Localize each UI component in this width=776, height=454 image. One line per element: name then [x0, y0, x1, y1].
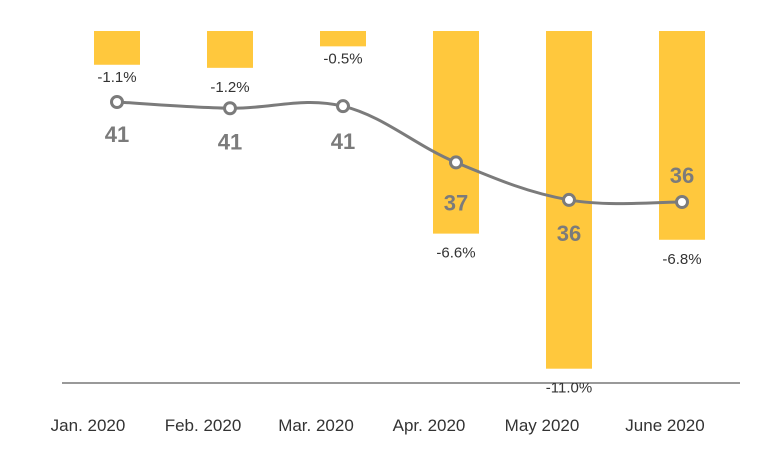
- line-label-6: 36: [670, 163, 694, 188]
- line-series: [116, 100, 683, 206]
- line-label-3: 41: [331, 129, 355, 154]
- line-label-1: 41: [105, 122, 129, 147]
- line-label-4: 37: [444, 190, 468, 215]
- line-label-2: 41: [218, 129, 242, 154]
- line-label-5: 36: [557, 221, 581, 246]
- bar-series: [94, 31, 705, 369]
- line-point-4: [449, 155, 463, 170]
- x-tick-label-4: Apr. 2020: [393, 416, 466, 435]
- bar-label-4: -6.6%: [436, 245, 475, 262]
- x-tick-label-6: June 2020: [625, 416, 704, 435]
- line-point-group: [110, 95, 689, 209]
- bar-label-3: -0.5%: [323, 50, 362, 67]
- line-point-3: [336, 99, 350, 114]
- bar-3: [320, 31, 366, 47]
- bar-2: [207, 31, 253, 68]
- bar-label-1: -1.1%: [97, 69, 136, 86]
- x-tick-label-2: Feb. 2020: [165, 416, 242, 435]
- line-label-group: 41 41 41 37 36 36: [105, 122, 694, 246]
- line-point-2: [223, 101, 237, 116]
- x-tick-label-3: Mar. 2020: [278, 416, 354, 435]
- x-tick-label-1: Jan. 2020: [51, 416, 126, 435]
- bar-1: [94, 31, 140, 65]
- line-point-5: [562, 192, 576, 207]
- bar-label-group: -1.1% -1.2% -0.5% -6.6% -11.0% -6.8%: [97, 50, 701, 396]
- bar-4: [433, 31, 479, 234]
- x-tick-label-5: May 2020: [505, 416, 580, 435]
- line-point-6: [675, 195, 689, 209]
- x-tick-label-group: Jan. 2020 Feb. 2020 Mar. 2020 Apr. 2020 May …: [51, 416, 705, 435]
- bar-label-2: -1.2%: [210, 79, 249, 96]
- line-point-1: [110, 95, 124, 109]
- bar-label-6: -6.8%: [662, 251, 701, 268]
- bar-label-5: -11.0%: [546, 380, 592, 397]
